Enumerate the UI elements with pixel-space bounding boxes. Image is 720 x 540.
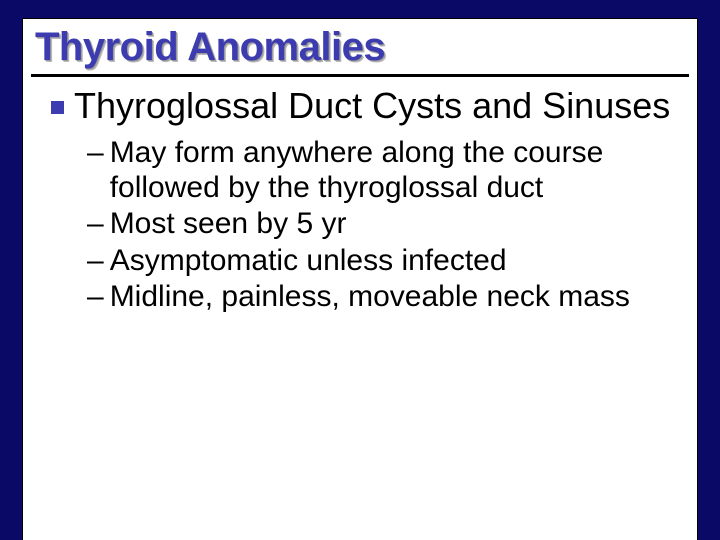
bullet-level2: – May form anywhere along the course fol…	[51, 136, 677, 205]
level2-text: Asymptomatic unless infected	[110, 244, 507, 279]
slide-title: Thyroid Anomalies	[23, 19, 697, 74]
dash-icon: –	[87, 244, 104, 279]
bullet-level2: – Midline, painless, moveable neck mass	[51, 280, 677, 315]
content-box: Thyroid Anomalies Thyroglossal Duct Cyst…	[22, 18, 698, 540]
dash-icon: –	[87, 136, 104, 171]
dash-icon: –	[87, 207, 104, 242]
square-bullet-icon	[51, 101, 64, 114]
dash-icon: –	[87, 280, 104, 315]
bullet-level2: – Most seen by 5 yr	[51, 207, 677, 242]
body-area: Thyroglossal Duct Cysts and Sinuses – Ma…	[23, 85, 697, 315]
slide: Thyroid Anomalies Thyroglossal Duct Cyst…	[0, 0, 720, 540]
bullet-level2: – Asymptomatic unless infected	[51, 244, 677, 279]
level2-text: Most seen by 5 yr	[110, 207, 347, 242]
level1-text: Thyroglossal Duct Cysts and Sinuses	[74, 85, 670, 126]
title-underline	[31, 74, 689, 77]
level2-text: Midline, painless, moveable neck mass	[110, 280, 630, 315]
bullet-level1: Thyroglossal Duct Cysts and Sinuses	[51, 85, 677, 126]
level2-text: May form anywhere along the course follo…	[110, 136, 677, 205]
